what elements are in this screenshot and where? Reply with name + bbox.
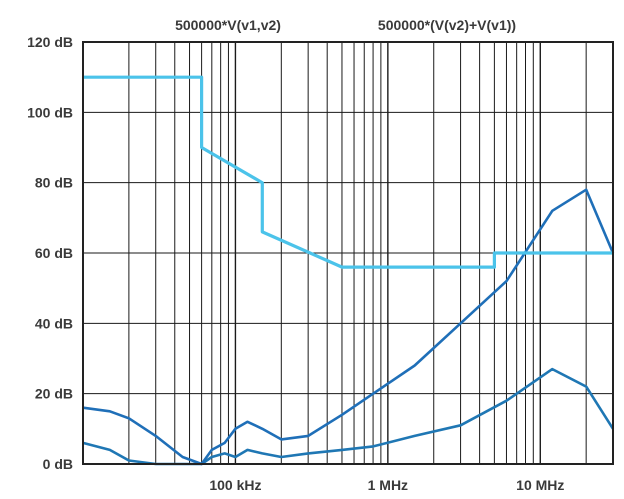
- y-tick-label: 60 dB: [35, 245, 73, 261]
- y-tick-label: 80 dB: [35, 175, 73, 191]
- axis-labels: 0 dB 20 dB 40 dB 60 dB 80 dB 100 dB 120 dB 100 …: [27, 34, 564, 493]
- x-tick-label: 100 kHz: [209, 477, 261, 493]
- x-tick-label: 1 MHz: [368, 477, 408, 493]
- x-tick-label: 10 MHz: [516, 477, 564, 493]
- y-tick-label: 0 dB: [43, 456, 73, 472]
- y-tick-label: 20 dB: [35, 386, 73, 402]
- plot-frame: [82, 41, 614, 465]
- series-label-differential: 500000*V(v1,v2): [175, 17, 281, 33]
- y-tick-label: 100 dB: [27, 104, 73, 120]
- y-tick-label: 120 dB: [27, 34, 73, 50]
- series-line-1: [82, 188, 615, 466]
- series-line-2: [83, 75, 613, 269]
- y-tick-label: 40 dB: [35, 315, 73, 331]
- series-label-common: 500000*(V(v2)+V(v1)): [378, 17, 516, 33]
